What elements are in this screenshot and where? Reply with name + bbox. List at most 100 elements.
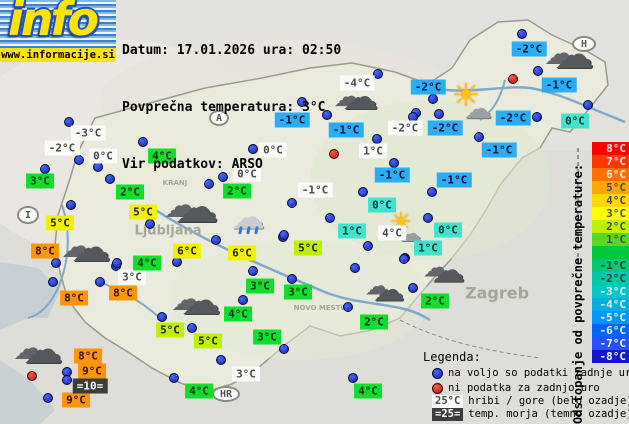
station-temp-label: =10= xyxy=(72,378,108,394)
station-dot-blue xyxy=(399,254,409,264)
station-temp-label: 5°C xyxy=(129,204,157,220)
legend-dark-label-sample: =25= xyxy=(432,407,464,421)
scale-cell: -1°C xyxy=(592,259,629,272)
scale-cell: -4°C xyxy=(592,298,629,311)
station-temp-label: 3°C xyxy=(284,284,312,300)
station-dot-red xyxy=(27,371,37,381)
station-temp-label: 3°C xyxy=(246,278,274,294)
cloud-glyph: ☁ xyxy=(61,227,93,265)
station-dot-blue xyxy=(279,230,289,240)
station-dot-blue xyxy=(363,241,373,251)
country-sign-a: A xyxy=(209,110,229,126)
station-temp-label: 4°C xyxy=(224,306,252,322)
scale-cell: -3°C xyxy=(592,285,629,298)
country-sign-i: I xyxy=(17,206,39,224)
station-dot-blue xyxy=(423,213,433,223)
scale-cell: 8°C xyxy=(592,142,629,155)
station-temp-label: 8°C xyxy=(31,243,59,259)
station-dot-blue xyxy=(373,69,383,79)
station-temp-label: 0°C xyxy=(89,148,117,164)
legend-title: Legenda: xyxy=(423,350,481,364)
site-logo[interactable]: info www.informacije.si xyxy=(0,0,116,62)
station-temp-label: 8°C xyxy=(109,285,137,301)
station-temp-label: 9°C xyxy=(78,363,106,379)
station-dot-blue xyxy=(297,97,307,107)
station-temp-label: -2°C xyxy=(387,120,423,136)
station-dot-blue xyxy=(62,375,72,385)
station-dot-blue xyxy=(204,179,214,189)
station-temp-label: -1°C xyxy=(541,77,577,93)
station-temp-label: -1°C xyxy=(328,122,364,138)
station-temp-label: -1°C xyxy=(436,172,472,188)
scale-cell: 7°C xyxy=(592,155,629,168)
station-dot-blue xyxy=(325,213,335,223)
station-dot-red xyxy=(508,74,518,84)
station-temp-label: -2°C xyxy=(427,120,463,136)
station-dot-blue xyxy=(145,219,155,229)
scale-cell: -8°C xyxy=(592,350,629,363)
temperature-color-scale: 8°C 7°C 6°C 5°C 4°C 3°C 2°C 1°C -1°C -2°C -3°C -4°C… xyxy=(592,142,629,363)
station-temp-label: 5°C xyxy=(156,322,184,338)
station-dot-blue xyxy=(372,134,382,144)
cloud-glyph: ☁ xyxy=(422,252,450,284)
scale-cell xyxy=(592,246,629,259)
station-temp-label: -1°C xyxy=(274,112,310,128)
legend-item: ni podatka za zadnjo uro xyxy=(432,381,600,395)
station-dot-blue xyxy=(583,100,593,110)
station-dot-blue xyxy=(517,29,527,39)
station-dot-blue xyxy=(172,257,182,267)
station-temp-label: 1°C xyxy=(338,223,366,239)
city-label: KRANJ xyxy=(162,179,188,187)
legend-blue-dot-icon xyxy=(432,367,443,379)
cloud-glyph: ☁ xyxy=(13,329,45,367)
station-temp-label: -2°C xyxy=(44,140,80,156)
station-dot-blue xyxy=(434,109,444,119)
station-temp-label: 4°C xyxy=(133,255,161,271)
station-dot-blue xyxy=(287,198,297,208)
station-temp-label: -1°C xyxy=(297,182,333,198)
station-dot-blue xyxy=(216,355,226,365)
station-temp-label: -1°C xyxy=(374,167,410,183)
station-temp-label: -1°C xyxy=(481,142,517,158)
cloud-dark-icon: ☁ ☁ xyxy=(61,228,111,268)
station-dot-blue xyxy=(211,235,221,245)
header-avg-temp-line: Povprečna temperatura: 3°C xyxy=(122,100,326,115)
cloud-glyph: ☁ xyxy=(171,280,203,318)
station-dot-blue xyxy=(218,172,228,182)
cloud-glyph: ☁ xyxy=(71,225,111,271)
cloud-glyph: ☁ xyxy=(364,271,391,302)
station-dot-blue xyxy=(64,117,74,127)
header-source-line: Vir podatkov: ARSO xyxy=(122,157,263,172)
station-temp-label: 0°C xyxy=(434,222,462,238)
station-temp-label: 6°C xyxy=(173,243,201,259)
legend-item: 25°C hribi / gore (belo ozadje) xyxy=(432,394,629,408)
legend-item-text: ni podatka za zadnjo uro xyxy=(448,382,600,394)
scale-cell: 2°C xyxy=(592,220,629,233)
station-dot-blue xyxy=(157,312,167,322)
station-dot-blue xyxy=(105,174,115,184)
station-temp-label: 5°C xyxy=(194,333,222,349)
logo-brand-text: info xyxy=(8,0,99,46)
scale-cell: -7°C xyxy=(592,337,629,350)
station-dot-blue xyxy=(389,158,399,168)
station-temp-label: 0°C xyxy=(561,113,589,129)
logo-stripes-background xyxy=(0,0,116,48)
station-dot-blue xyxy=(532,112,542,122)
station-dot-blue xyxy=(93,162,103,172)
logo-url-text[interactable]: www.informacije.si xyxy=(0,48,116,62)
station-temp-label: 1°C xyxy=(359,143,387,159)
legend-red-dot-icon xyxy=(432,382,443,394)
station-dot-blue xyxy=(238,295,248,305)
station-dot-blue xyxy=(533,66,543,76)
station-dot-blue xyxy=(40,164,50,174)
legend-item: =25= temp. morja (temno ozadje) xyxy=(432,407,629,421)
station-dot-blue xyxy=(279,344,289,354)
scale-cell: -2°C xyxy=(592,272,629,285)
station-temp-label: 6°C xyxy=(228,245,256,261)
cloud-glyph: ☁ xyxy=(163,184,199,226)
station-dot-blue xyxy=(408,283,418,293)
station-temp-label: 5°C xyxy=(46,215,74,231)
legend-white-label-sample: 25°C xyxy=(432,394,464,408)
station-temp-label: -4°C xyxy=(339,75,375,91)
